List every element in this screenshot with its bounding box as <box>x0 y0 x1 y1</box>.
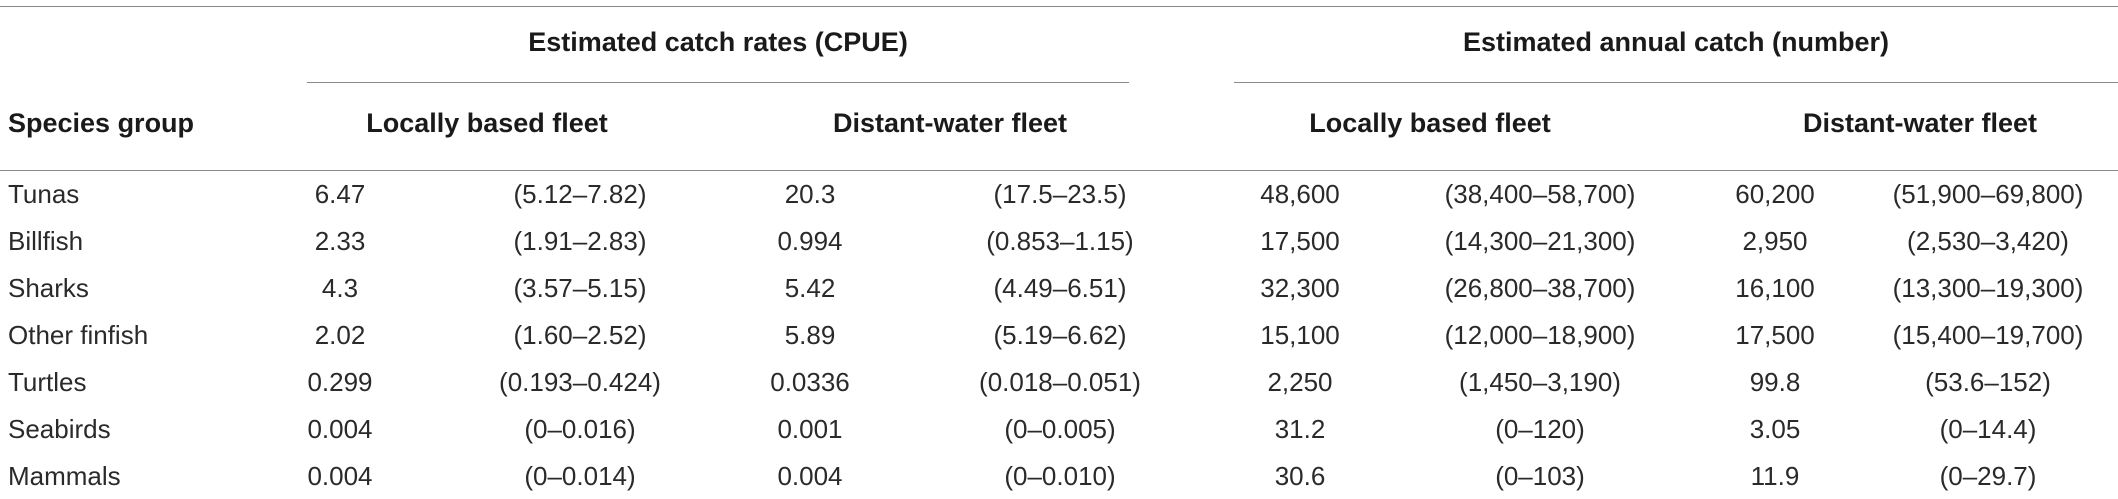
annual-local-estimate: 2,250 <box>1267 367 1333 397</box>
cpue-distant-estimate: 5.42 <box>784 273 836 303</box>
annual-distant-header: Distant-water fleet <box>1802 108 2038 138</box>
cpue-distant-estimate: 5.89 <box>784 320 836 350</box>
cpue-local-interval: (3.57–5.15) <box>513 273 647 303</box>
annual-distant-interval: (0–29.7) <box>1939 461 2037 491</box>
species-cell: Mammals <box>8 461 121 491</box>
annual-local-interval: (38,400–58,700) <box>1444 179 1636 209</box>
cpue-local-estimate: 2.33 <box>314 226 366 256</box>
cpue-local-header: Locally based fleet <box>366 108 608 138</box>
annual-local-interval: (14,300–21,300) <box>1444 226 1636 256</box>
cpue-local-interval: (0.193–0.424) <box>499 367 661 397</box>
annual-local-interval: (0–120) <box>1495 414 1585 444</box>
cpue-local-estimate: 0.004 <box>307 461 373 491</box>
cpue-local-estimate: 0.299 <box>307 367 373 397</box>
cpue-local-estimate: 4.3 <box>321 273 359 303</box>
cpue-distant-interval: (17.5–23.5) <box>993 179 1127 209</box>
cpue-distant-estimate: 0.004 <box>777 461 843 491</box>
species-cell: Seabirds <box>8 414 111 444</box>
annual-distant-estimate: 11.9 <box>1750 461 1800 491</box>
cpue-distant-interval: (0.853–1.15) <box>986 226 1134 256</box>
cpue-local-estimate: 2.02 <box>314 320 366 350</box>
annual-distant-estimate: 2,950 <box>1742 226 1808 256</box>
cpue-distant-estimate: 0.994 <box>777 226 843 256</box>
annual-local-header: Locally based fleet <box>1309 108 1551 138</box>
cpue-distant-header: Distant-water fleet <box>832 108 1068 138</box>
annual-local-interval: (12,000–18,900) <box>1444 320 1636 350</box>
species-cell: Billfish <box>8 226 84 256</box>
annual-distant-interval: (51,900–69,800) <box>1892 179 2084 209</box>
cpue-local-estimate: 6.47 <box>314 179 366 209</box>
annual-local-estimate: 15,100 <box>1260 320 1340 350</box>
species-cell: Turtles <box>8 367 87 397</box>
annual-distant-interval: (0–14.4) <box>1939 414 2037 444</box>
annual-local-interval: (1,450–3,190) <box>1459 367 1621 397</box>
cpue-distant-estimate: 20.3 <box>784 179 836 209</box>
cpue-local-interval: (0–0.014) <box>524 461 636 491</box>
annual-local-interval: (0–103) <box>1495 461 1585 491</box>
cpue-local-interval: (0–0.016) <box>524 414 636 444</box>
cpue-distant-interval: (4.49–6.51) <box>993 273 1127 303</box>
species-cell: Tunas <box>8 179 80 209</box>
annual-distant-interval: (53.6–152) <box>1925 367 2051 397</box>
annual-distant-estimate: 99.8 <box>1749 367 1801 397</box>
annual-group-header: Estimated annual catch (number) <box>1462 27 1890 57</box>
annual-local-estimate: 48,600 <box>1260 179 1340 209</box>
species-cell: Sharks <box>8 273 89 303</box>
cpue-local-interval: (1.60–2.52) <box>513 320 647 350</box>
annual-local-estimate: 17,500 <box>1260 226 1340 256</box>
cpue-distant-interval: (0.018–0.051) <box>979 367 1141 397</box>
cpue-distant-interval: (0–0.005) <box>1004 414 1116 444</box>
annual-distant-estimate: 17,500 <box>1735 320 1815 350</box>
annual-local-interval: (26,800–38,700) <box>1444 273 1636 303</box>
header-bottom-rule <box>0 170 2118 171</box>
cpue-local-interval: (1.91–2.83) <box>513 226 647 256</box>
cpue-group-header: Estimated catch rates (CPUE) <box>528 27 908 57</box>
cpue-local-interval: (5.12–7.82) <box>513 179 647 209</box>
annual-distant-estimate: 16,100 <box>1735 273 1815 303</box>
annual-local-estimate: 30.6 <box>1274 461 1326 491</box>
annual-distant-interval: (2,530–3,420) <box>1907 226 2069 256</box>
annual-distant-estimate: 3.05 <box>1749 414 1801 444</box>
annual-distant-interval: (15,400–19,700) <box>1892 320 2084 350</box>
species-group-header: Species group <box>8 108 195 138</box>
cpue-distant-estimate: 0.001 <box>777 414 843 444</box>
species-cell: Other finfish <box>8 320 149 350</box>
cpue-group-underline <box>307 82 1129 83</box>
cpue-distant-interval: (5.19–6.62) <box>993 320 1127 350</box>
cpue-local-estimate: 0.004 <box>307 414 373 444</box>
top-rule <box>0 6 2118 7</box>
annual-local-estimate: 32,300 <box>1260 273 1340 303</box>
annual-distant-interval: (13,300–19,300) <box>1892 273 2084 303</box>
annual-local-estimate: 31.2 <box>1274 414 1326 444</box>
cpue-distant-interval: (0–0.010) <box>1004 461 1116 491</box>
annual-group-underline <box>1234 82 2118 83</box>
cpue-distant-estimate: 0.0336 <box>770 367 850 397</box>
annual-distant-estimate: 60,200 <box>1735 179 1815 209</box>
